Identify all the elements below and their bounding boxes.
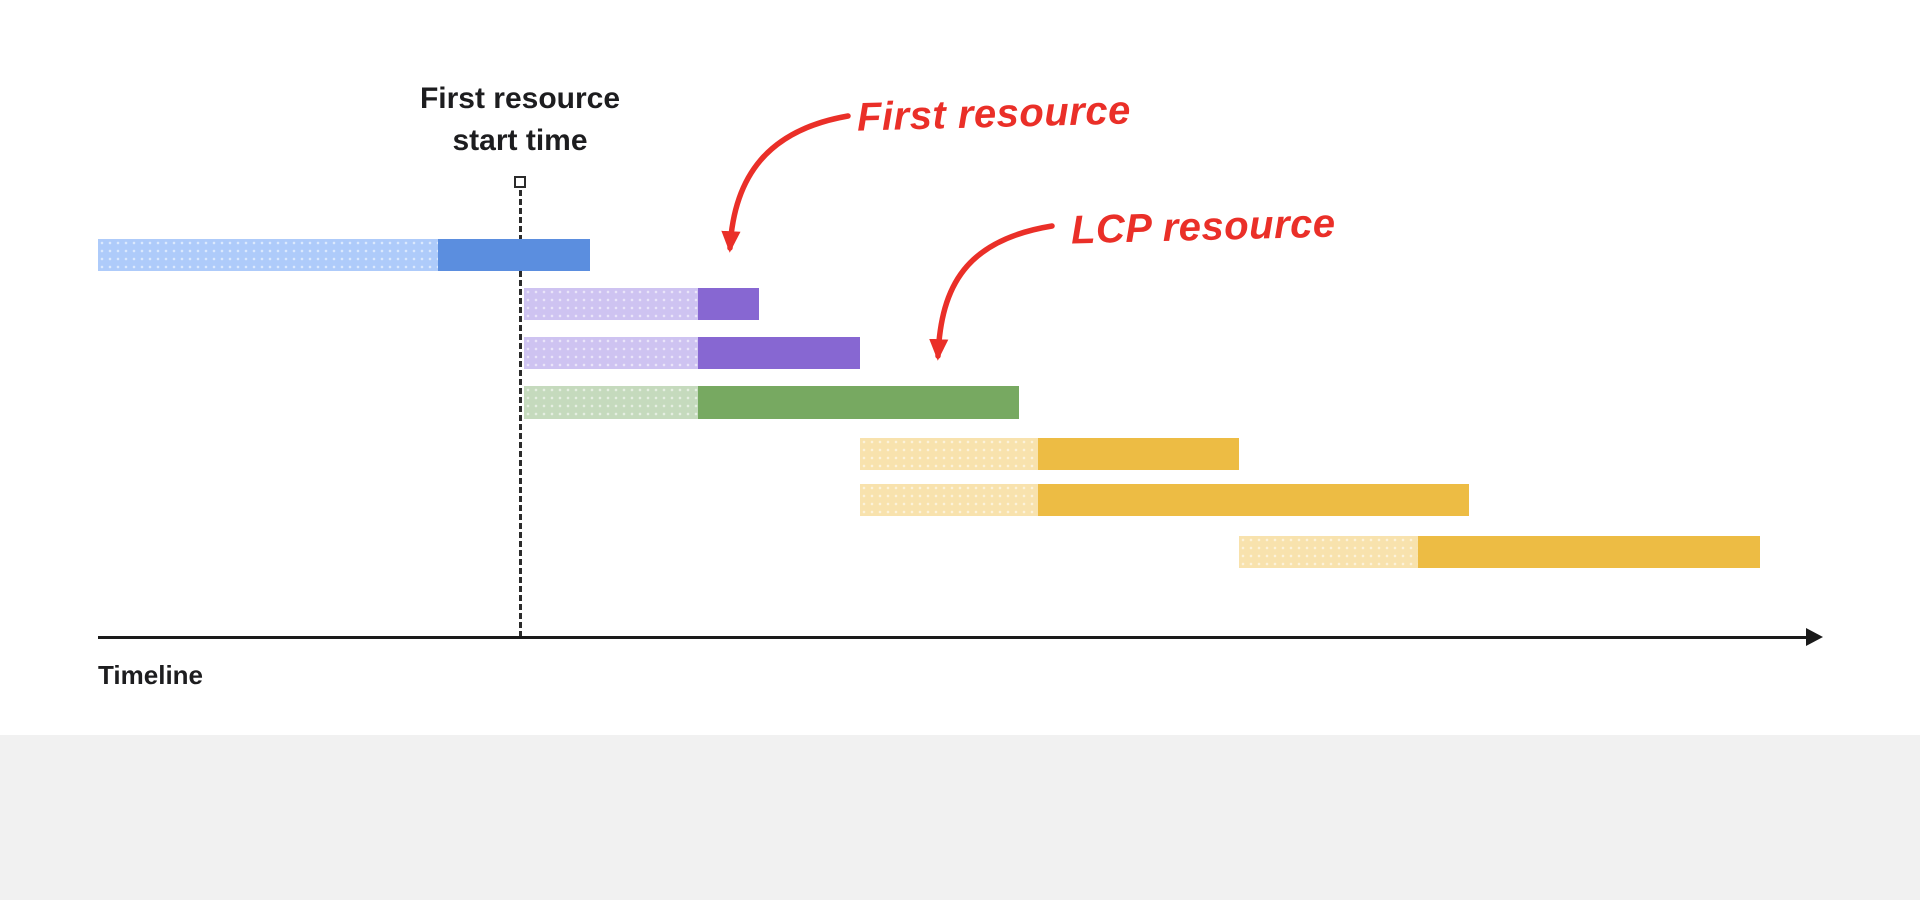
script-bar-dark-segment <box>1038 484 1469 516</box>
first-resource-start-time-title: First resource start time <box>270 78 770 162</box>
stylesheet-bar-dark-segment <box>698 337 860 369</box>
stylesheet-bar-dark-segment <box>698 288 759 320</box>
lcp-resource-arrow <box>929 223 1055 361</box>
image-bar-dark-segment <box>698 386 1019 419</box>
stylesheet-bar <box>524 288 759 320</box>
timeline-axis-arrowhead <box>1806 628 1823 646</box>
script-bar-dark-segment <box>1038 438 1239 470</box>
timeline-label: Timeline <box>98 660 204 690</box>
timeline-axis <box>98 636 1810 639</box>
script-bar-light-segment <box>1239 536 1418 568</box>
script-bar <box>860 438 1239 470</box>
script-bar-dark-segment <box>1418 536 1760 568</box>
script-bar-light-segment <box>860 484 1038 516</box>
script-bar-light-segment <box>860 438 1038 470</box>
stylesheet-bar-light-segment <box>524 288 698 320</box>
document-bar-dark-segment <box>438 239 590 271</box>
start-time-dashed-line <box>519 190 522 637</box>
image-bar <box>524 386 1019 419</box>
start-time-square-marker <box>514 176 526 188</box>
document-bar <box>98 239 590 271</box>
title-line-1: First resource <box>419 82 621 115</box>
title-line-2: start time <box>452 124 588 157</box>
document-bar-light-segment <box>98 239 438 271</box>
first-resource-annotation: First resource <box>856 88 1132 140</box>
legend-strip: DocumentStylesheetImageScript <box>0 735 1920 900</box>
lcp-resource-annotation: LCP resource <box>1070 201 1337 253</box>
stylesheet-bar-light-segment <box>524 337 698 369</box>
image-bar-light-segment <box>524 386 698 419</box>
stylesheet-bar <box>524 337 860 369</box>
script-bar <box>860 484 1469 516</box>
script-bar <box>1239 536 1760 568</box>
